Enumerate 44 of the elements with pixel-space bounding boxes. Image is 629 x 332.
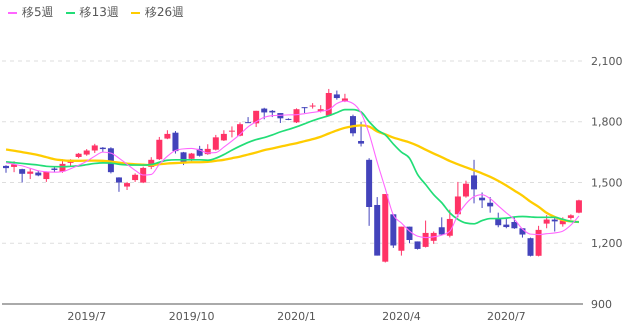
candlestick — [487, 196, 494, 214]
y-tick-label: 1,500 — [591, 176, 622, 190]
candlestick — [140, 166, 146, 184]
candlestick — [358, 121, 364, 147]
candlestick — [406, 226, 412, 244]
y-tick-label: 2,100 — [591, 54, 622, 68]
x-tick-label: 2020/4 — [382, 310, 421, 323]
candlestick — [27, 168, 34, 180]
legend-label: 移13週 — [80, 4, 119, 21]
y-tick-label: 1,800 — [591, 116, 622, 129]
candlestick — [19, 168, 26, 183]
candlestick — [479, 192, 486, 209]
candlestick — [116, 176, 122, 192]
candlestick — [511, 216, 518, 230]
candlestick — [172, 130, 178, 154]
candlestick — [544, 214, 550, 229]
x-tick-label: 2020/7 — [486, 310, 526, 323]
candlestick — [261, 107, 268, 120]
candlestick — [212, 134, 219, 152]
x-tick-label: 2019/10 — [168, 310, 214, 323]
candlestick — [156, 136, 162, 161]
candlestick — [422, 220, 429, 248]
x-tick-label: 2019/7 — [67, 310, 106, 323]
candlestick — [228, 126, 235, 138]
candlestick — [446, 209, 453, 238]
x-tick-label: 2020/1 — [277, 310, 316, 323]
candlestick — [92, 143, 98, 154]
candlestick — [454, 181, 461, 218]
legend-label: 移26週 — [144, 4, 184, 21]
y-tick-label: 1,200 — [591, 237, 622, 250]
candlestick — [462, 180, 469, 198]
candlestick — [528, 237, 534, 257]
candlestick — [552, 216, 558, 232]
candlestick — [294, 108, 300, 124]
candlestick — [334, 90, 340, 100]
candlestick — [237, 122, 244, 137]
candlestick — [326, 88, 332, 117]
legend-label: 移5週 — [22, 4, 54, 21]
candlestick — [438, 216, 445, 236]
candlestick — [220, 130, 227, 142]
candlestick — [471, 159, 478, 204]
candlestick — [576, 199, 582, 214]
candlestick — [503, 218, 510, 229]
y-tick-label: 900 — [591, 298, 612, 311]
